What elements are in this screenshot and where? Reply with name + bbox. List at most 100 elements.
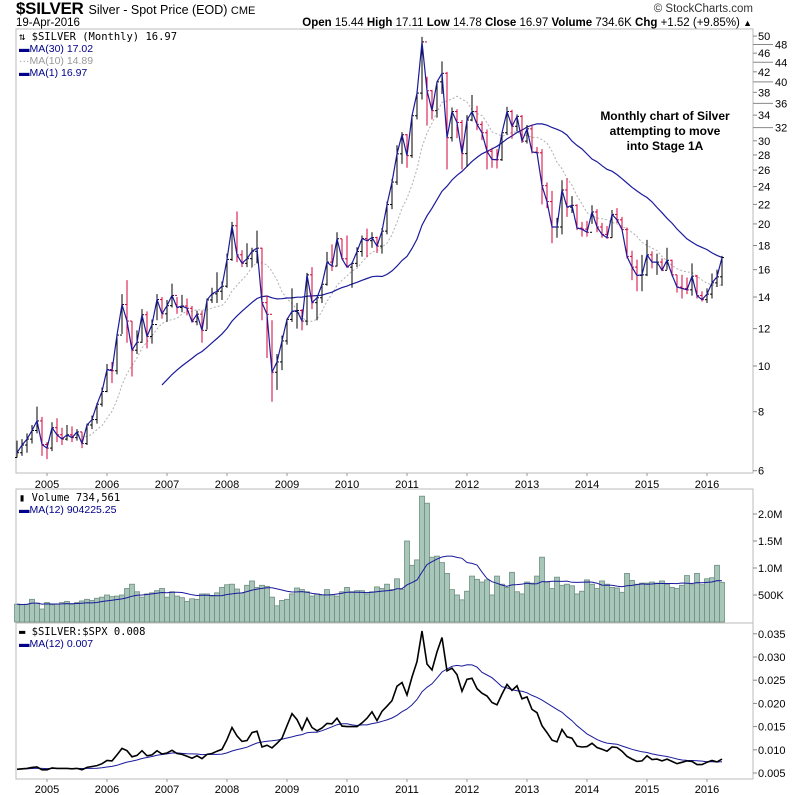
- ma1-swatch-icon: ▬: [19, 67, 30, 79]
- volume-bar: [469, 575, 475, 623]
- ma1-legend: MA(1) 16.97: [29, 67, 88, 79]
- volume-bar: [454, 594, 460, 623]
- price-axis-label: 38: [758, 87, 770, 99]
- volume-label: Volume: [551, 17, 593, 29]
- volume-bar: [504, 587, 510, 623]
- price-axis-label: 16: [758, 265, 770, 277]
- volume-bar: [579, 590, 585, 623]
- volume-bar: [614, 587, 620, 623]
- volume-axis-label: 1.0M: [758, 563, 782, 575]
- volume-bar: [369, 591, 375, 623]
- volume-bar: [379, 588, 385, 623]
- ratio-axis-label: 0.035: [758, 629, 786, 641]
- volume-bar: [239, 592, 245, 623]
- ratio-x-axis-label: 2011: [395, 784, 419, 795]
- volume-bar: [334, 595, 340, 623]
- ratio-axis-label: 0.025: [758, 675, 786, 687]
- ma30-line: [161, 123, 723, 386]
- volume-bar: [569, 585, 575, 623]
- price-axis-label: 24: [758, 182, 770, 194]
- volume-bar: [589, 583, 595, 623]
- volume-bar: [279, 600, 285, 623]
- volume-bar: [39, 608, 45, 623]
- ratio-x-axis-label: 2014: [575, 784, 599, 795]
- low-label: Low: [426, 17, 450, 29]
- volume-bar: [459, 599, 465, 623]
- volume-bar: [434, 555, 440, 623]
- price-x-axis-label: 2007: [155, 479, 179, 491]
- ratio-x-axis-label: 2008: [215, 784, 239, 795]
- price-legend: ⇅ $SILVER (Monthly) 16.97 ▬MA(30) 17.02 …: [19, 31, 177, 79]
- exchange: CME: [230, 5, 256, 17]
- volume-ma-swatch-icon: ▬: [19, 504, 30, 516]
- price-axis-label: 44: [775, 57, 787, 69]
- volume-bar: [34, 602, 40, 623]
- volume-axis-label: 500K: [758, 590, 784, 602]
- price-axis-label: 22: [758, 199, 770, 211]
- volume-axis-label: 1.5M: [758, 536, 782, 548]
- volume-bar: [264, 585, 270, 623]
- volume-bar: [634, 583, 640, 623]
- volume-bar: [704, 578, 710, 623]
- price-x-axis-label: 2010: [335, 479, 359, 491]
- volume-bar: [439, 562, 445, 623]
- volume-bar: [609, 587, 615, 623]
- high-label: High: [366, 17, 393, 29]
- ratio-x-axis-label: 2007: [155, 784, 179, 795]
- volume-bar: [424, 502, 430, 623]
- volume-bar: [689, 584, 695, 623]
- volume-bar: [474, 578, 480, 623]
- volume-legend-main: Volume 734,561: [31, 492, 121, 504]
- price-axis-label: 30: [758, 136, 770, 148]
- volume-bar: [14, 603, 20, 623]
- volume-bar: [144, 593, 150, 623]
- price-x-axis-label: 2005: [35, 479, 59, 491]
- volume-bar: [404, 540, 410, 623]
- price-bars-icon: ⇅: [19, 31, 26, 43]
- volume-bar: [174, 595, 180, 623]
- volume-bar: [49, 604, 55, 623]
- ratio-panel-frame: [15, 622, 754, 780]
- volume-bar: [354, 590, 360, 623]
- volume-bar: [219, 587, 225, 623]
- volume-bar: [574, 593, 580, 623]
- volume-bar: [299, 589, 305, 623]
- volume-bar: [159, 588, 165, 623]
- volume-bar: [284, 598, 290, 623]
- volume-bar: [624, 573, 630, 623]
- volume-bar: [464, 590, 470, 623]
- ma10-legend: MA(10) 14.89: [29, 55, 94, 67]
- price-axis-label: 6: [758, 466, 764, 478]
- high-value: 17.11: [395, 17, 424, 29]
- volume-bar: [489, 594, 495, 623]
- price-axis-label: 28: [758, 150, 770, 162]
- volume-bar: [599, 580, 605, 623]
- ratio-axis-label: 0.005: [758, 768, 786, 780]
- ma30-legend: MA(30) 17.02: [29, 43, 94, 55]
- volume-bar: [584, 579, 590, 623]
- price-legend-main: $SILVER (Monthly) 16.97: [31, 31, 178, 43]
- price-x-axis-label: 2014: [575, 479, 599, 491]
- volume-bar: [659, 580, 665, 623]
- volume-bar: [214, 592, 220, 623]
- chg-value: +1.52 (+9.85%): [660, 17, 740, 29]
- price-axis-label: 50: [758, 31, 770, 43]
- volume-bar: [339, 591, 345, 623]
- volume-bar: [329, 594, 335, 623]
- ratio-axis-label: 0.010: [758, 745, 786, 757]
- title-row: $SILVER Silver - Spot Price (EOD) CME: [16, 0, 255, 18]
- volume-bar: [524, 581, 530, 623]
- volume-bar: [289, 593, 295, 623]
- price-axis-label: 42: [758, 67, 770, 79]
- volume-bar: [309, 595, 315, 623]
- volume-bar: [529, 582, 535, 623]
- stockcharts-logo[interactable]: © StockCharts.com: [653, 3, 753, 15]
- volume-bar: [544, 581, 550, 623]
- ma10-swatch-icon: ···: [19, 55, 30, 67]
- price-axis-label: 34: [758, 110, 770, 122]
- volume-bar: [384, 583, 390, 623]
- open-label: Open: [302, 17, 332, 29]
- ratio-x-axis-label: 2015: [635, 784, 659, 795]
- ratio-ma-swatch-icon: ▬: [19, 638, 30, 650]
- volume-bar: [314, 593, 320, 623]
